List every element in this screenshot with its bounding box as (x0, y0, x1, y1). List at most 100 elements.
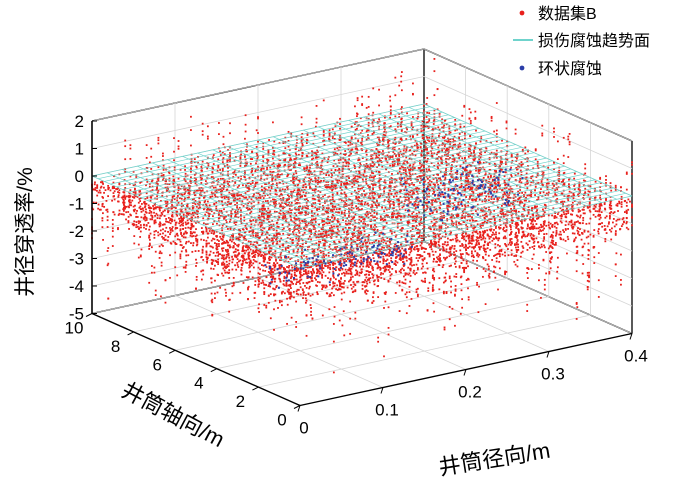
data-point (190, 170, 192, 173)
data-point (101, 217, 104, 219)
data-point (256, 236, 259, 239)
data-point (190, 167, 192, 170)
data-point (456, 206, 459, 209)
data-point (212, 215, 214, 218)
data-point (266, 218, 269, 221)
data-point (262, 254, 265, 257)
data-point (320, 228, 323, 230)
data-point (289, 258, 292, 261)
data-point (520, 226, 523, 229)
data-point (290, 194, 293, 197)
data-point (338, 207, 341, 210)
data-point (237, 245, 240, 248)
data-point (447, 187, 450, 190)
data-point (248, 231, 251, 233)
data-point (331, 229, 334, 232)
data-point (251, 207, 253, 209)
data-point (401, 183, 404, 186)
data-point (210, 299, 213, 302)
data-point (331, 188, 334, 191)
data-point (187, 254, 190, 257)
data-point (218, 240, 220, 242)
data-point (410, 241, 413, 244)
data-point (406, 230, 409, 233)
data-point (368, 277, 370, 280)
data-point (221, 204, 224, 207)
data-point (447, 204, 450, 207)
data-point (321, 274, 324, 277)
data-point (226, 164, 229, 166)
data-point (363, 230, 366, 233)
data-point (307, 199, 309, 202)
data-point (287, 145, 290, 148)
data-point (299, 197, 302, 199)
data-point (280, 300, 283, 303)
data-point (216, 261, 218, 263)
data-point (139, 254, 142, 257)
data-point (275, 229, 278, 232)
data-point (284, 158, 287, 160)
data-point (321, 256, 324, 259)
data-point (117, 200, 120, 203)
data-point (308, 245, 311, 248)
data-point (409, 280, 412, 283)
data-point (405, 241, 408, 243)
data-point (153, 233, 156, 236)
data-point (358, 200, 361, 202)
data-point (333, 284, 336, 287)
data-point (189, 232, 192, 235)
data-point (153, 271, 156, 274)
data-point (206, 176, 209, 179)
data-point (226, 188, 229, 191)
data-point (388, 216, 391, 218)
data-point (289, 297, 292, 300)
data-point (299, 286, 302, 289)
data-point (248, 246, 251, 249)
data-point (148, 281, 151, 284)
data-point (206, 261, 208, 264)
data-point (371, 210, 374, 212)
data-point (313, 255, 316, 257)
data-point (301, 206, 304, 209)
data-point (133, 242, 136, 245)
data-point (454, 289, 457, 292)
data-point (417, 249, 420, 252)
data-point (389, 200, 392, 202)
data-point (387, 193, 390, 196)
data-point (272, 198, 274, 201)
data-point (298, 231, 301, 234)
data-point (245, 249, 248, 252)
data-point (210, 277, 212, 280)
data-point (106, 219, 109, 222)
data-point (345, 178, 348, 181)
data-point (465, 279, 468, 281)
data-point (287, 173, 290, 176)
data-point (354, 123, 356, 126)
data-point (182, 204, 184, 207)
data-point (322, 230, 325, 233)
data-point (301, 155, 304, 157)
data-point (96, 184, 99, 187)
data-point (215, 251, 218, 254)
data-point (440, 227, 443, 229)
data-point (236, 204, 238, 207)
data-point (308, 229, 311, 232)
data-point (285, 281, 288, 284)
data-point (316, 156, 319, 159)
data-point (197, 221, 200, 224)
data-point (413, 264, 415, 266)
data-point (221, 235, 224, 238)
data-point (294, 147, 297, 150)
data-point (357, 190, 360, 193)
data-point (340, 236, 342, 239)
data-point (355, 269, 357, 272)
data-point (139, 181, 142, 184)
data-point (139, 224, 142, 226)
data-point (296, 197, 299, 199)
data-point (240, 220, 242, 223)
data-point (312, 249, 315, 252)
data-point (184, 197, 186, 200)
data-point (350, 244, 353, 247)
data-point (294, 223, 297, 225)
data-point (250, 171, 253, 174)
